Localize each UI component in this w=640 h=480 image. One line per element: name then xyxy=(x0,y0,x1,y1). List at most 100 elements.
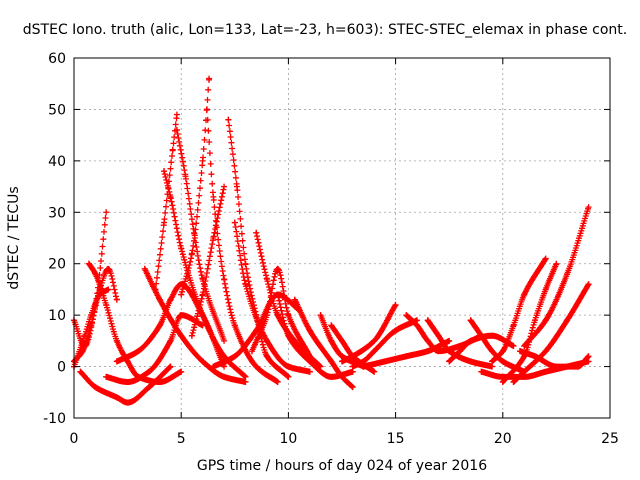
y-tick-label: 30 xyxy=(48,205,66,221)
data-point xyxy=(233,183,240,190)
data-point xyxy=(328,322,335,329)
data-point xyxy=(103,209,110,216)
data-point xyxy=(274,265,281,272)
data-point xyxy=(328,337,335,344)
data-point xyxy=(285,363,292,370)
y-tick-label: -10 xyxy=(43,411,66,427)
data-point xyxy=(221,373,228,380)
data-point xyxy=(167,363,174,370)
x-tick-label: 0 xyxy=(70,431,79,447)
data-point xyxy=(231,322,238,329)
data-point xyxy=(285,373,292,380)
data-point xyxy=(263,337,270,344)
data-point xyxy=(585,358,592,365)
data-point xyxy=(79,348,86,355)
data-point xyxy=(199,312,206,319)
y-tick-label: 10 xyxy=(48,308,66,324)
data-point xyxy=(392,327,399,334)
data-point xyxy=(221,337,228,344)
data-point xyxy=(381,358,388,365)
data-point xyxy=(182,173,189,180)
data-point xyxy=(103,373,110,380)
data-point xyxy=(456,348,463,355)
data-point xyxy=(92,271,99,277)
data-series xyxy=(489,255,549,365)
data-point xyxy=(521,291,528,298)
data-point xyxy=(339,353,345,360)
data-series xyxy=(152,111,180,293)
data-point xyxy=(113,394,120,401)
data-point xyxy=(349,384,356,391)
data-point xyxy=(510,322,517,329)
data-point xyxy=(542,348,549,355)
data-point xyxy=(339,373,345,380)
data-series xyxy=(103,312,206,385)
data-point xyxy=(178,245,185,252)
data-point xyxy=(105,286,112,293)
data-point xyxy=(328,373,335,380)
grid-lines xyxy=(74,58,610,418)
data-point xyxy=(253,363,260,370)
data-point xyxy=(349,363,356,370)
data-point xyxy=(489,363,496,370)
data-point xyxy=(542,286,549,293)
data-point xyxy=(328,358,335,365)
data-point xyxy=(231,353,238,360)
data-point xyxy=(167,337,174,344)
data-point xyxy=(146,368,153,375)
data-point xyxy=(489,348,496,355)
data-point xyxy=(156,379,163,385)
series-markers xyxy=(161,168,249,380)
x-tick-label: 25 xyxy=(601,431,619,447)
data-point xyxy=(478,332,485,339)
data-point xyxy=(161,168,168,175)
x-tick-label: 10 xyxy=(279,431,297,447)
data-point xyxy=(274,291,281,298)
data-point xyxy=(173,111,180,118)
data-point xyxy=(263,276,270,283)
data-point xyxy=(225,116,232,123)
data-point xyxy=(135,348,142,355)
data-points xyxy=(71,75,592,406)
data-point xyxy=(285,332,292,339)
data-point xyxy=(199,157,206,164)
data-point xyxy=(499,358,506,365)
data-point xyxy=(360,363,367,370)
data-point xyxy=(585,281,592,288)
data-point xyxy=(467,358,474,365)
data-series xyxy=(161,168,249,380)
y-tick-label: 50 xyxy=(48,102,66,118)
data-point xyxy=(199,358,206,365)
data-point xyxy=(188,250,195,257)
data-point xyxy=(360,358,367,365)
data-point xyxy=(253,229,260,236)
data-point xyxy=(467,317,474,324)
data-point xyxy=(113,337,120,344)
data-point xyxy=(188,332,195,339)
data-point xyxy=(564,363,571,370)
data-point xyxy=(516,348,523,355)
data-point xyxy=(285,312,292,319)
data-point xyxy=(92,384,99,391)
data-point xyxy=(499,348,506,355)
data-point xyxy=(553,260,560,267)
data-point xyxy=(173,127,180,133)
data-series xyxy=(521,204,592,349)
data-point xyxy=(467,337,474,344)
data-series xyxy=(113,281,228,370)
data-point xyxy=(424,317,431,324)
data-point xyxy=(263,353,270,360)
data-point xyxy=(542,368,549,375)
data-point xyxy=(306,358,313,365)
data-point xyxy=(371,337,378,344)
data-point xyxy=(521,343,528,349)
data-series xyxy=(203,106,281,385)
data-point xyxy=(564,317,571,324)
data-point xyxy=(446,348,453,355)
data-point xyxy=(248,348,255,355)
data-point xyxy=(199,291,206,298)
data-point xyxy=(124,379,131,385)
data-point xyxy=(585,353,592,360)
